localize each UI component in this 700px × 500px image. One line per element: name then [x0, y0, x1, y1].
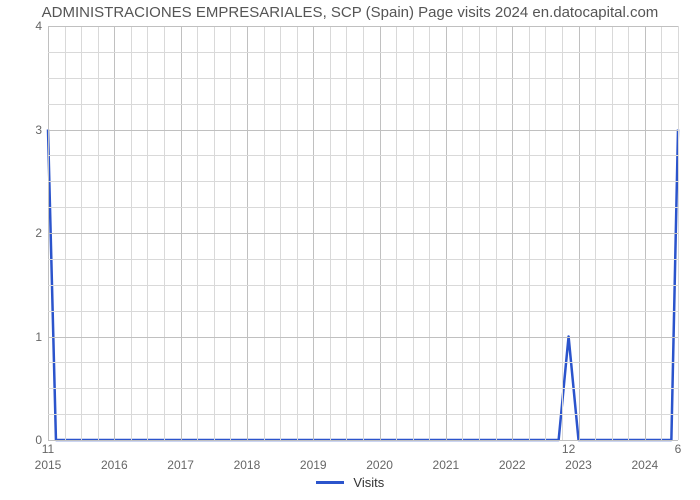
- grid-minor-h: [48, 104, 678, 105]
- x-tick-label: 2020: [366, 440, 393, 472]
- grid-minor-h: [48, 362, 678, 363]
- grid-major-h: [48, 130, 678, 131]
- plot-area: 0123420152016201720182019202020212022202…: [48, 26, 678, 440]
- chart-title: ADMINISTRACIONES EMPRESARIALES, SCP (Spa…: [0, 4, 700, 21]
- grid-major-h: [48, 337, 678, 338]
- y-tick-label: 2: [35, 226, 48, 240]
- data-annotation: 6: [675, 442, 682, 456]
- data-annotation: 12: [562, 442, 575, 456]
- grid-minor-h: [48, 181, 678, 182]
- x-tick-label: 2024: [631, 440, 658, 472]
- grid-minor-v: [678, 26, 679, 440]
- grid-minor-h: [48, 78, 678, 79]
- y-tick-label: 1: [35, 330, 48, 344]
- y-tick-label: 4: [35, 19, 48, 33]
- x-tick-label: 2019: [300, 440, 327, 472]
- grid-minor-h: [48, 388, 678, 389]
- grid-minor-h: [48, 207, 678, 208]
- y-tick-label: 3: [35, 123, 48, 137]
- grid-minor-h: [48, 414, 678, 415]
- chart-container: ADMINISTRACIONES EMPRESARIALES, SCP (Spa…: [0, 0, 700, 500]
- x-tick-label: 2021: [433, 440, 460, 472]
- x-tick-label: 2018: [234, 440, 261, 472]
- grid-major-h: [48, 26, 678, 27]
- x-tick-label: 2017: [167, 440, 194, 472]
- grid-minor-h: [48, 311, 678, 312]
- grid-major-h: [48, 233, 678, 234]
- grid-minor-h: [48, 52, 678, 53]
- x-tick-label: 2016: [101, 440, 128, 472]
- legend-swatch: [316, 481, 344, 484]
- legend-label: Visits: [353, 475, 384, 490]
- grid-minor-h: [48, 285, 678, 286]
- x-tick-label: 2022: [499, 440, 526, 472]
- grid-minor-h: [48, 155, 678, 156]
- grid-minor-h: [48, 259, 678, 260]
- data-annotation: 11: [42, 442, 54, 456]
- legend: Visits: [0, 474, 700, 490]
